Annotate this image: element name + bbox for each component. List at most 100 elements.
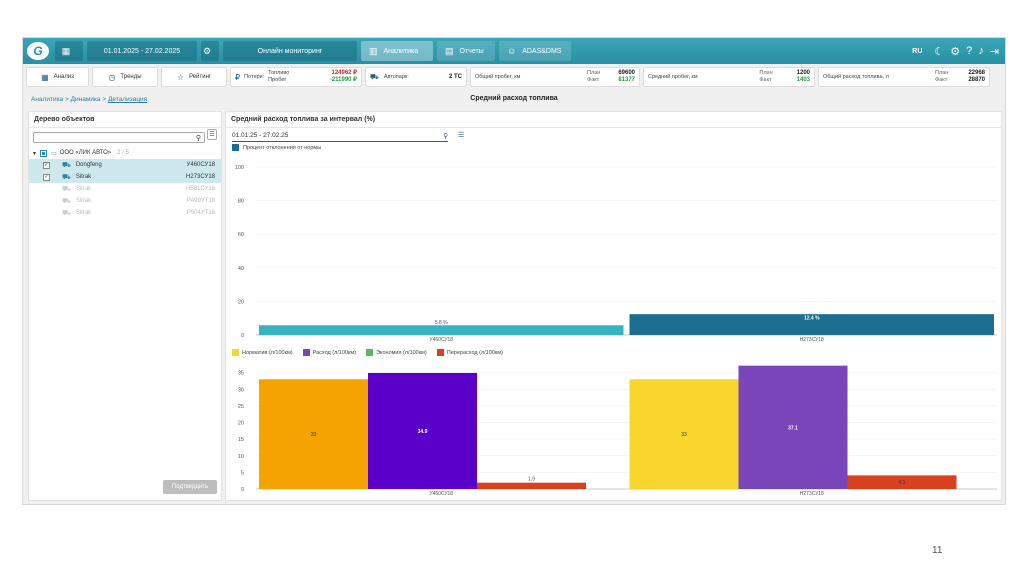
search-icon[interactable]: ⚲: [195, 134, 201, 142]
truck-icon: ⛟: [62, 209, 71, 217]
mileage-label: Пробег: [268, 77, 287, 83]
kpi-label: Общий пробег, км: [475, 74, 521, 80]
fuel-bar: [629, 379, 739, 489]
y-tick-label: 10: [238, 454, 244, 460]
breadcrumb-sep: >: [100, 96, 108, 103]
legend-swatch: [302, 349, 310, 356]
y-tick-label: 40: [238, 266, 244, 272]
language-selector[interactable]: RU: [912, 47, 923, 55]
fact-value: 1403: [796, 77, 810, 83]
fuel-bar: [847, 475, 957, 489]
folder-icon: ▭: [51, 150, 57, 157]
tab-label: Аналитика: [383, 47, 419, 55]
breadcrumb-analytics[interactable]: Аналитика: [31, 96, 64, 103]
filter-icon[interactable]: ☰: [207, 129, 217, 140]
analytics-icon: ▥: [369, 45, 378, 56]
logout-icon[interactable]: ⇥: [989, 45, 999, 58]
org-checkbox[interactable]: [40, 149, 48, 157]
fuel-legend: Норматив (л/100км) Расход (л/100км) Экон…: [232, 349, 503, 356]
tree-org-row[interactable]: ▾ ▭ ООО «ЛИК АВТО» 2 / 5: [29, 147, 221, 159]
breadcrumb-detail[interactable]: Детализация: [107, 96, 148, 103]
tree-vehicle-row[interactable]: ✓ ⛟ Sitrak Н273СУ18: [29, 171, 221, 183]
deviation-legend: Процент отклонения от нормы: [232, 144, 321, 151]
kpi-total-fuel: Общий расход топлива, л План Факт 22968 28…: [818, 67, 990, 87]
y-tick-label: 15: [238, 437, 244, 443]
x-tick-label: У460СУ18: [429, 491, 453, 497]
legend-swatch: [366, 349, 374, 356]
analysis-icon: ▦: [41, 72, 49, 82]
rating-button[interactable]: ☆ Рейтинг: [161, 67, 227, 87]
vehicle-name: Sitrak: [75, 174, 92, 180]
plan-label: План: [587, 70, 601, 76]
search-icon[interactable]: ⚲: [443, 133, 448, 140]
tree-vehicle-row[interactable]: ⛟ Sitrak Р499УТ18: [29, 195, 221, 207]
breadcrumb-dynamics[interactable]: Динамика: [70, 96, 101, 103]
kpi-label: Средний пробег, км: [648, 74, 698, 80]
trends-button[interactable]: ◷ Тренды: [92, 67, 158, 87]
chart-date-range-input[interactable]: 01.01.25 - 27.02.25 ⚲: [232, 132, 448, 142]
user-icon: ☺: [507, 46, 517, 56]
data-label: 33: [681, 432, 687, 438]
theme-moon-icon[interactable]: ☾: [934, 45, 945, 58]
fact-value: 81377: [618, 77, 635, 83]
kpi-bar: ▦ Анализ ◷ Тренды ☆ Рейтинг ₽ Потери: Топли…: [23, 66, 1005, 88]
clock-icon: ◷: [108, 72, 116, 82]
fuel-loss-value: 124962 ₽: [331, 70, 357, 76]
legend-item-overuse[interactable]: Перерасход (л/100км): [436, 349, 503, 356]
kpi-average-mileage: Средний пробег, км План Факт 1200 1403: [643, 67, 815, 87]
y-tick-label: 35: [238, 371, 244, 377]
legend-item-consumption[interactable]: Расход (л/100км): [302, 349, 356, 356]
x-tick-label: Н273СУ18: [800, 491, 824, 497]
kpi-label: Общий расход топлива, л: [823, 74, 889, 80]
fleet-value: 2 ТС: [448, 74, 462, 80]
tab-reports[interactable]: ▤ Отчеты: [437, 41, 495, 61]
settings-gear-icon[interactable]: ⚙: [950, 45, 961, 58]
fact-value: 28870: [968, 77, 985, 83]
data-label: 5.8 %: [435, 320, 448, 326]
date-range-text: 01.01.2025 - 27.02.2025: [103, 47, 181, 55]
notifications-bell-icon[interactable]: ♪: [978, 45, 984, 57]
analysis-button[interactable]: ▦ Анализ: [26, 67, 89, 87]
y-tick-label: 60: [238, 232, 244, 238]
confirm-button[interactable]: Подтвердить: [163, 480, 217, 494]
tree-vehicle-row[interactable]: ⛟ Sitrak Р504УТ18: [29, 207, 221, 219]
legend-swatch: [232, 144, 239, 151]
tab-online-monitoring[interactable]: Онлайн мониторинг: [223, 41, 357, 61]
page-title: Средний расход топлива: [470, 95, 558, 102]
tab-adas-dms[interactable]: ☺ ADAS&DMS: [499, 41, 571, 61]
vehicle-checkbox[interactable]: ✓: [43, 173, 50, 181]
tree-vehicle-row[interactable]: ✓ ⛟ Dongfeng У460СУ18: [29, 159, 221, 171]
filter-icon[interactable]: ☰: [458, 132, 465, 139]
vehicle-checkbox[interactable]: ✓: [43, 161, 50, 169]
monitoring-icon[interactable]: ⚙: [201, 41, 219, 61]
y-tick-label: 80: [238, 199, 244, 205]
date-range-selector[interactable]: 01.01.2025 - 27.02.2025: [87, 41, 197, 61]
y-tick-label: 30: [238, 387, 244, 393]
calendar-icon[interactable]: ▦: [55, 41, 83, 61]
legend-label[interactable]: Процент отклонения от нормы: [243, 144, 322, 151]
rating-label: Рейтинг: [189, 74, 212, 80]
vehicle-name: Sitrak: [75, 198, 92, 204]
collapse-icon[interactable]: ▾: [33, 150, 37, 157]
tab-analytics[interactable]: ▥ Аналитика: [361, 41, 433, 61]
truck-icon: ⛟: [62, 161, 71, 169]
charts-svg: 0 20 40 60 80 100 5.8 % У460СУ18 12.4 % Н273СУ18 0…: [235, 165, 997, 497]
plan-label: План: [935, 70, 949, 76]
x-tick-label: Н273СУ18: [800, 337, 824, 343]
plan-value: 22968: [968, 70, 985, 76]
legend-item-economy[interactable]: Экономия (л/100км): [366, 349, 427, 356]
fleet-label: Автопарк:: [383, 74, 409, 80]
y-tick-label: 100: [235, 165, 244, 171]
tree-vehicle-row[interactable]: ⛟ Sitrak Н561СУ18: [29, 183, 221, 195]
legend-item-norm[interactable]: Норматив (л/100км): [232, 349, 293, 356]
trends-label: Тренды: [120, 74, 142, 80]
help-icon[interactable]: ?: [966, 45, 973, 57]
tree-title: Дерево объектов: [29, 112, 221, 128]
legend-swatch: [436, 349, 444, 356]
plan-value: 1200: [796, 70, 810, 76]
losses-box: ₽ Потери: Топливо Пробег 124962 ₽ -211990 …: [230, 67, 362, 87]
logo-icon[interactable]: G: [27, 42, 49, 60]
plan-value: 69600: [618, 70, 635, 76]
tree-search-input[interactable]: ⚲: [33, 132, 205, 143]
vehicle-plate: Н561СУ18: [186, 186, 215, 192]
